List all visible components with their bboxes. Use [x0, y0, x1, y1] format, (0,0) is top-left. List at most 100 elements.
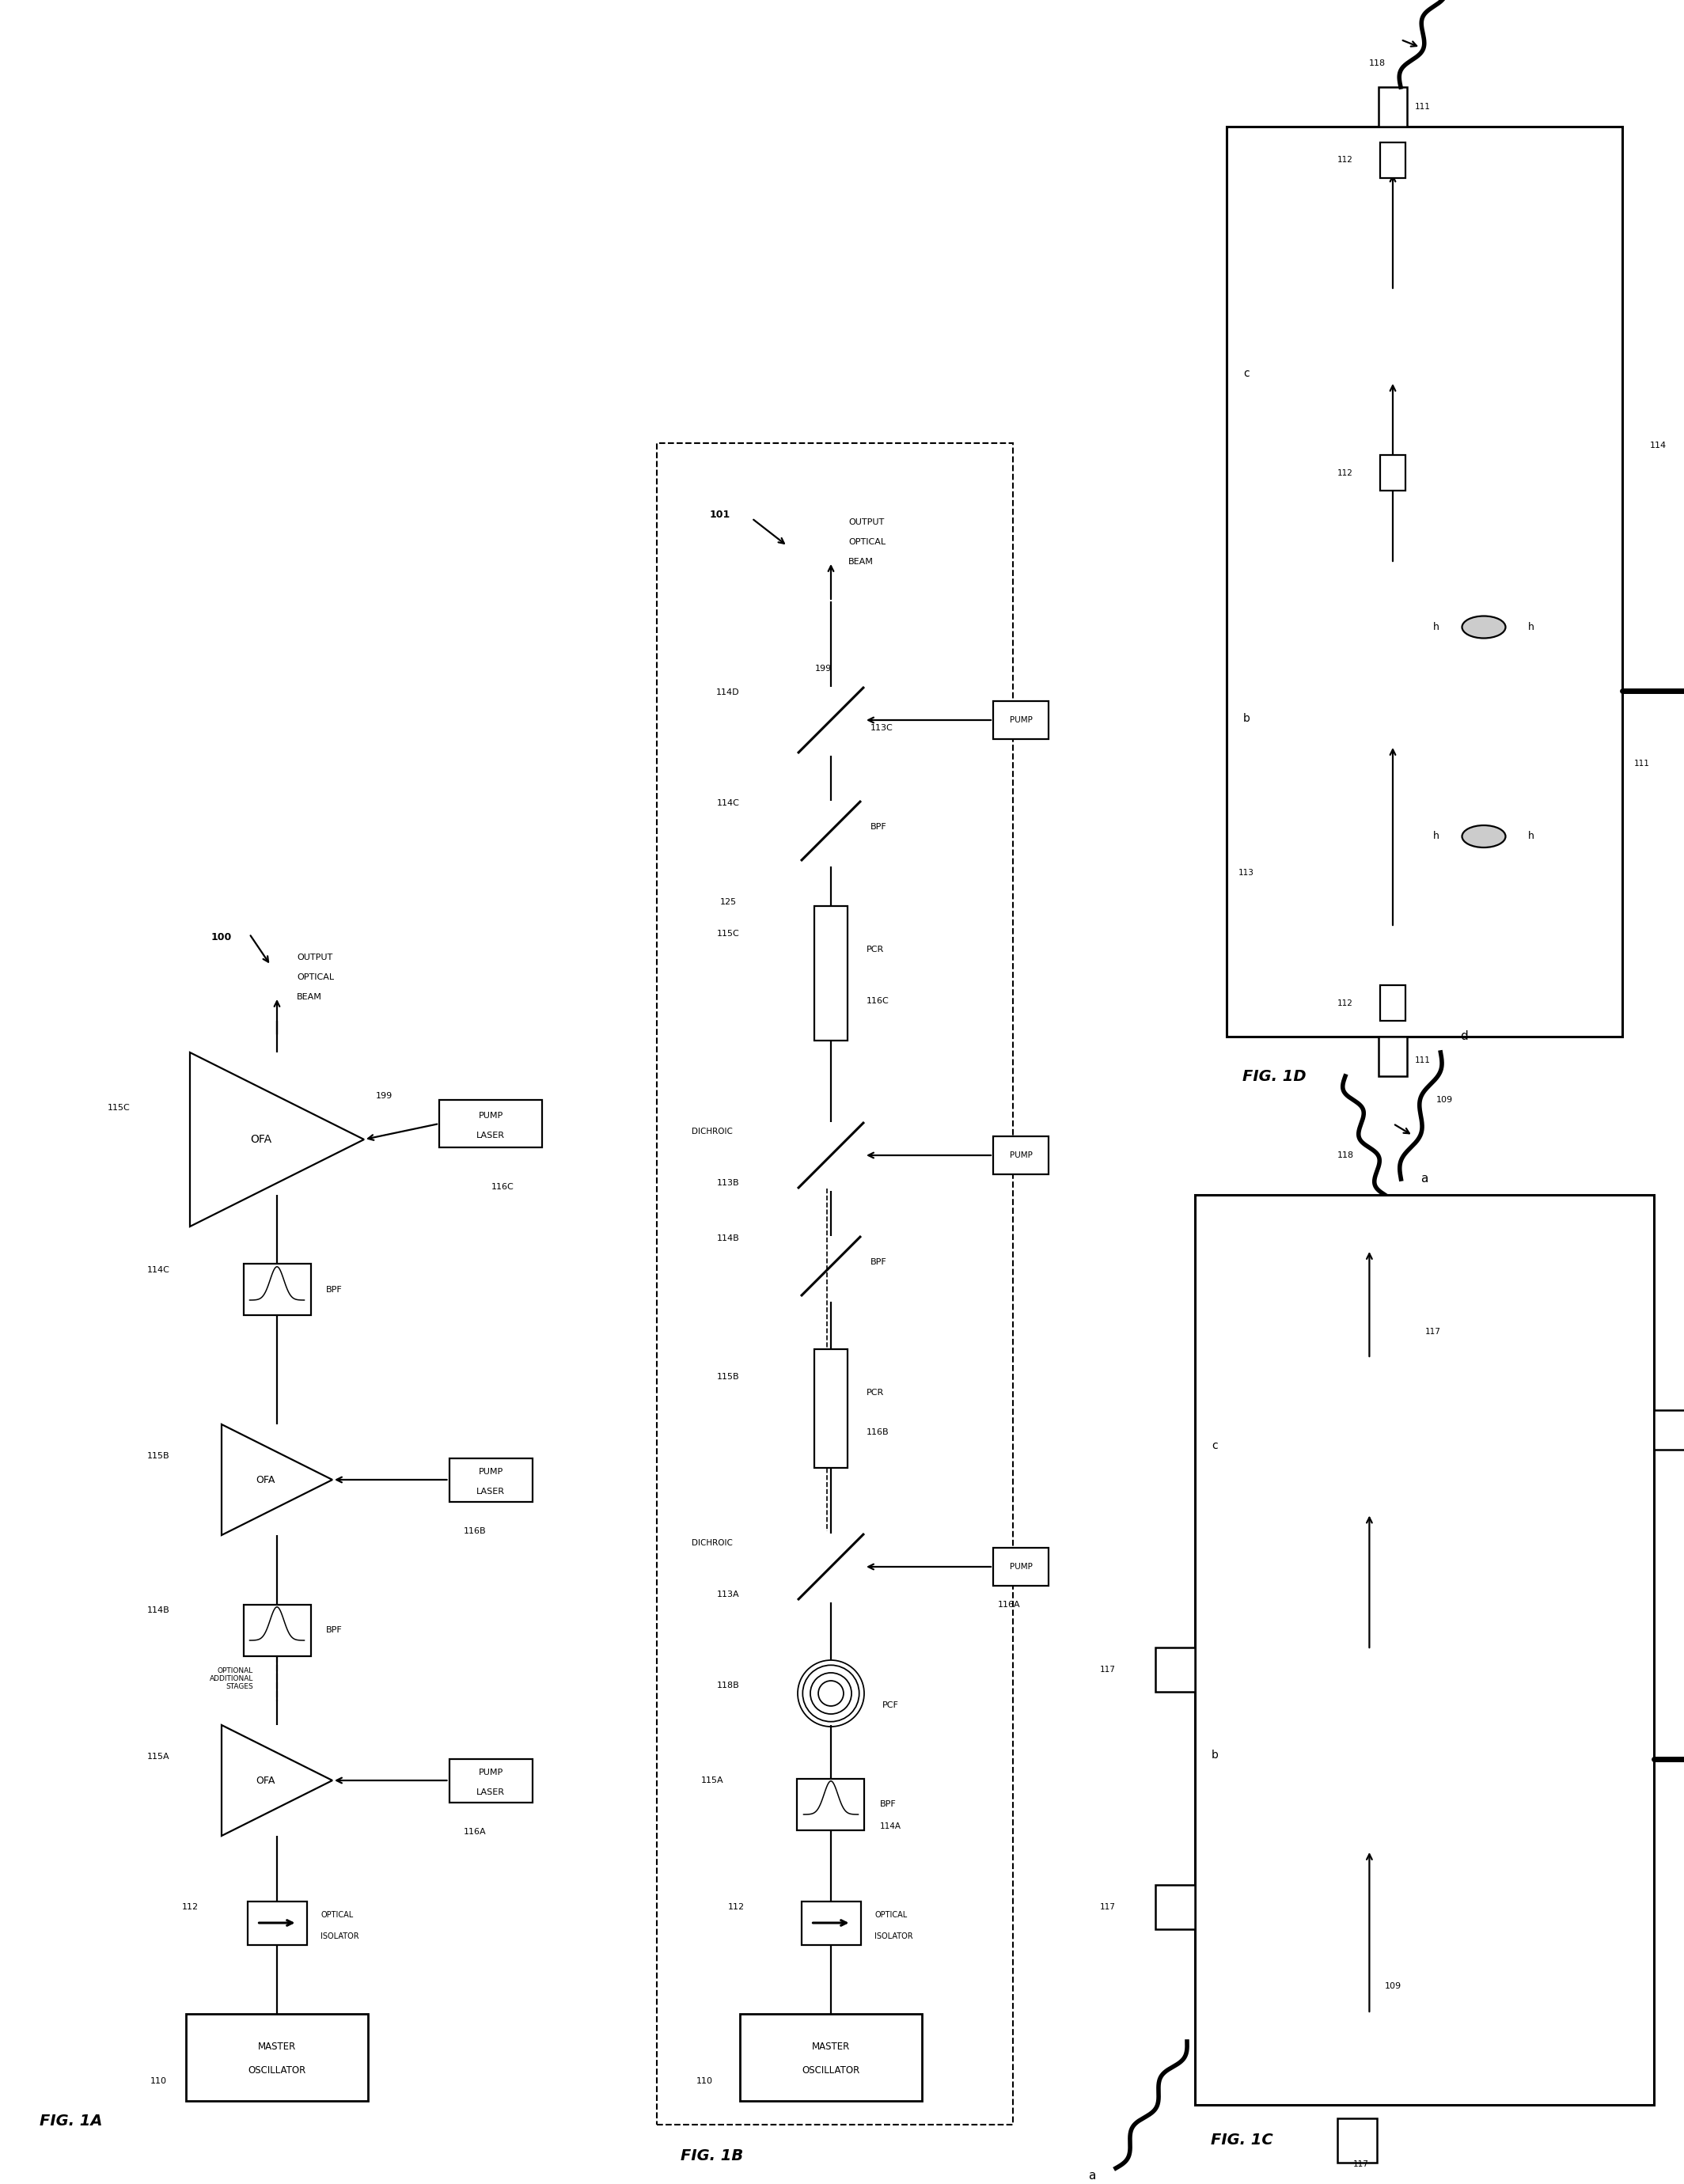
Text: PUMP: PUMP: [1009, 1151, 1032, 1160]
Text: 110: 110: [150, 2077, 167, 2086]
Text: 112: 112: [727, 1902, 744, 1911]
Text: 115A: 115A: [147, 1754, 170, 1760]
Bar: [1654, 1411, 1684, 1450]
Text: 112: 112: [1337, 1000, 1354, 1007]
Text: OFA: OFA: [256, 1474, 274, 1485]
Text: MASTER: MASTER: [812, 2042, 850, 2051]
Text: 114B: 114B: [147, 1607, 170, 1614]
Text: 125: 125: [719, 898, 736, 906]
Text: 199: 199: [815, 664, 832, 673]
Text: FIG. 1B: FIG. 1B: [680, 2149, 743, 2164]
Text: BPF: BPF: [327, 1286, 342, 1293]
Text: c: c: [1212, 1439, 1218, 1450]
Bar: [1226, 127, 1622, 1037]
Text: 114B: 114B: [717, 1234, 739, 1243]
Text: 116A: 116A: [997, 1601, 1021, 1610]
Text: OSCILLATOR: OSCILLATOR: [802, 2064, 861, 2075]
Text: PUMP: PUMP: [1009, 1564, 1032, 1570]
Bar: [994, 1548, 1049, 1586]
Text: c: c: [1243, 367, 1250, 380]
Bar: [440, 1101, 542, 1147]
Text: 116C: 116C: [492, 1184, 514, 1190]
Text: 114C: 114C: [717, 799, 739, 808]
Text: 112: 112: [1337, 470, 1354, 476]
Text: 111: 111: [1633, 760, 1650, 767]
Text: OFA: OFA: [251, 1133, 271, 1144]
Text: 111: 111: [1415, 103, 1431, 111]
Text: 117: 117: [1100, 1666, 1116, 1673]
Text: FIG. 1C: FIG. 1C: [1211, 2134, 1273, 2149]
Text: 113C: 113C: [871, 725, 893, 732]
Bar: [657, 443, 1014, 2125]
Text: PCR: PCR: [867, 946, 884, 954]
Bar: [994, 701, 1049, 738]
Text: h: h: [1433, 832, 1440, 841]
Bar: [185, 2014, 369, 2101]
Text: 115B: 115B: [717, 1374, 739, 1380]
Text: DICHROIC: DICHROIC: [692, 1540, 733, 1546]
Text: BPF: BPF: [871, 1258, 887, 1267]
Text: h: h: [1527, 832, 1534, 841]
Bar: [1155, 1647, 1196, 1693]
Bar: [1381, 142, 1406, 179]
Text: 115C: 115C: [717, 930, 739, 937]
Text: 111: 111: [1415, 1057, 1431, 1064]
Text: OUTPUT: OUTPUT: [849, 518, 884, 526]
Text: 113B: 113B: [717, 1179, 739, 1186]
Bar: [1337, 2118, 1378, 2162]
Text: PUMP: PUMP: [478, 1112, 504, 1120]
Text: BPF: BPF: [871, 823, 887, 830]
Text: MASTER: MASTER: [258, 2042, 296, 2051]
Text: PCR: PCR: [867, 1389, 884, 1396]
Text: BPF: BPF: [881, 1800, 896, 1808]
Text: 114C: 114C: [147, 1267, 170, 1273]
Text: PUMP: PUMP: [1009, 716, 1032, 725]
Text: 118B: 118B: [717, 1682, 739, 1690]
Text: OSCILLATOR: OSCILLATOR: [248, 2064, 306, 2075]
Text: 110: 110: [695, 2077, 712, 2086]
Bar: [797, 1778, 864, 1830]
Bar: [450, 1758, 532, 1802]
Text: 114A: 114A: [881, 1821, 901, 1830]
Text: 116B: 116B: [867, 1428, 889, 1437]
Text: LASER: LASER: [477, 1487, 505, 1496]
Text: 113: 113: [1238, 869, 1255, 876]
Text: b: b: [1211, 1749, 1218, 1760]
Ellipse shape: [1462, 826, 1505, 847]
Text: 116A: 116A: [463, 1828, 487, 1837]
Text: PCF: PCF: [882, 1701, 899, 1710]
Bar: [244, 1605, 310, 1655]
Text: OPTICAL: OPTICAL: [849, 537, 886, 546]
Text: 114: 114: [1650, 441, 1665, 450]
Text: h: h: [1527, 622, 1534, 631]
Bar: [1381, 985, 1406, 1020]
Text: LASER: LASER: [477, 1789, 505, 1795]
Text: DICHROIC: DICHROIC: [692, 1127, 733, 1136]
Bar: [739, 2014, 921, 2101]
Text: ISOLATOR: ISOLATOR: [874, 1933, 913, 1939]
Text: a: a: [1088, 2171, 1096, 2182]
Bar: [1196, 1195, 1654, 2105]
Text: LASER: LASER: [477, 1131, 505, 1140]
Text: OUTPUT: OUTPUT: [296, 954, 332, 961]
Text: b: b: [1243, 712, 1250, 723]
Text: 117: 117: [1354, 2160, 1369, 2169]
Bar: [248, 1900, 306, 1944]
Text: OPTIONAL
ADDITIONAL
STAGES: OPTIONAL ADDITIONAL STAGES: [209, 1666, 253, 1690]
Text: 114D: 114D: [716, 688, 739, 697]
Text: 117: 117: [1425, 1328, 1440, 1334]
Text: 116B: 116B: [463, 1527, 487, 1535]
Text: PUMP: PUMP: [478, 1769, 504, 1776]
Text: FIG. 1D: FIG. 1D: [1243, 1068, 1307, 1083]
Text: 116C: 116C: [867, 998, 889, 1005]
Text: BEAM: BEAM: [849, 557, 874, 566]
Text: 118: 118: [1369, 59, 1386, 68]
Bar: [244, 1265, 310, 1315]
Text: 115B: 115B: [147, 1452, 170, 1459]
Bar: [1379, 87, 1408, 127]
Bar: [1379, 1037, 1408, 1077]
Text: 109: 109: [1436, 1096, 1453, 1103]
Text: OPTICAL: OPTICAL: [320, 1911, 354, 1920]
Bar: [815, 1350, 847, 1468]
Text: 112: 112: [182, 1902, 199, 1911]
